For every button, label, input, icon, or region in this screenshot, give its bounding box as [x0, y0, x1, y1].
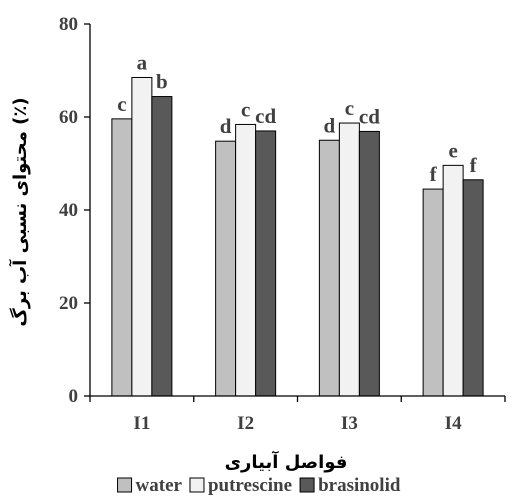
- x-tick-label: I3: [341, 413, 358, 434]
- x-tick-label: I1: [133, 413, 150, 434]
- y-tick-label: 40: [59, 200, 78, 221]
- legend-swatch-brasinolid: [299, 477, 315, 493]
- y-axis-title: محتوای نسبی آب برگ (٪): [8, 97, 31, 326]
- x-axis-ticks: I1 I2 I3 I4: [89, 396, 506, 434]
- y-tick-label: 20: [59, 293, 78, 314]
- significance-label: f: [470, 153, 478, 177]
- bar-putrescine-I2: [235, 123, 257, 397]
- bar-brasinolid-I3: [358, 130, 380, 397]
- bar-water-I1: [111, 118, 133, 397]
- bar-putrescine-I3: [338, 122, 360, 397]
- bars-layer: [111, 76, 484, 397]
- significance-label: a: [137, 50, 148, 74]
- significance-label: f: [430, 162, 438, 186]
- bar-brasinolid-I2: [255, 130, 277, 397]
- legend-swatch-putrescine: [189, 477, 205, 493]
- legend: water putrescine brasinolid: [117, 475, 401, 496]
- x-tick-label: I2: [237, 413, 254, 434]
- significance-label: c: [241, 97, 250, 121]
- significance-label: b: [156, 70, 168, 94]
- y-axis-ticks: 0 20 40 60 80: [59, 14, 90, 407]
- significance-label: d: [220, 114, 232, 138]
- x-axis-title: فواصل آبیاری: [225, 450, 348, 473]
- significance-label: c: [117, 92, 126, 116]
- bar-water-I3: [318, 139, 340, 397]
- significance-label: cd: [255, 104, 276, 128]
- bar-putrescine-I4: [442, 164, 464, 397]
- significance-label: c: [345, 96, 354, 120]
- x-tick-label: I4: [445, 413, 462, 434]
- legend-label-water: water: [136, 475, 183, 496]
- bar-brasinolid-I4: [462, 179, 484, 397]
- bar-water-I2: [215, 140, 237, 397]
- bar-brasinolid-I1: [151, 96, 173, 397]
- bar-water-I4: [422, 188, 444, 397]
- y-tick-label: 0: [69, 386, 79, 407]
- legend-swatch-water: [117, 477, 133, 493]
- y-tick-label: 60: [59, 107, 78, 128]
- y-tick-label: 80: [59, 14, 78, 35]
- bar-putrescine-I1: [131, 76, 153, 397]
- significance-label: cd: [359, 104, 380, 128]
- significance-label: d: [324, 113, 336, 137]
- legend-label-putrescine: putrescine: [208, 475, 292, 496]
- legend-label-brasinolid: brasinolid: [318, 475, 401, 496]
- significance-label: e: [448, 138, 457, 162]
